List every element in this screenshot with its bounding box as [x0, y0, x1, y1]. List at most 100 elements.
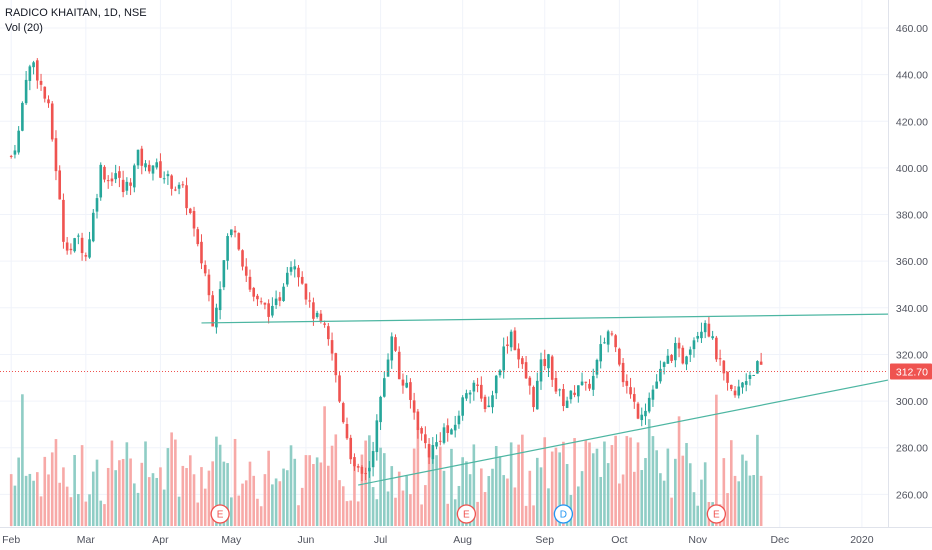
volume-bar	[401, 490, 405, 526]
volume-bar	[177, 496, 181, 526]
price-tick-label: 420.00	[896, 116, 928, 128]
volume-bar	[315, 457, 319, 526]
candle-body	[535, 380, 539, 410]
volume-bar	[629, 437, 632, 526]
volume-bar	[267, 450, 270, 526]
candle-body	[151, 165, 155, 174]
candle-body	[651, 389, 655, 400]
volume-bar	[297, 505, 300, 526]
candle-body	[200, 241, 203, 264]
marker-label: E	[713, 510, 720, 521]
price-tick-label: 360.00	[896, 256, 928, 268]
volume-bar	[185, 468, 188, 526]
volume-bar	[562, 441, 565, 526]
volume-bar	[424, 485, 427, 526]
candle-body	[733, 390, 737, 396]
candle-body	[509, 331, 513, 348]
candle-body	[196, 229, 200, 245]
dividend-marker[interactable]: D	[553, 504, 574, 524]
candle-body	[155, 162, 159, 168]
volume-bar	[465, 461, 468, 526]
candle-body	[99, 164, 103, 198]
candle-body	[338, 375, 341, 402]
volume-bar	[618, 483, 621, 526]
volume-bar	[129, 458, 132, 526]
volume-bar	[591, 453, 595, 526]
candle-body	[304, 283, 308, 300]
candle-body	[457, 415, 461, 425]
candle-body	[308, 300, 311, 302]
candle-body	[666, 355, 670, 364]
volume-bar	[472, 444, 476, 526]
candle-body	[218, 289, 222, 311]
price-axis[interactable]: 460.00 440.00 420.00 400.00 380.00 360.00 340.…	[888, 0, 932, 527]
volume-bar	[345, 501, 349, 526]
volume-bar	[502, 475, 506, 526]
volume-bar	[715, 394, 718, 526]
candle-body	[390, 336, 394, 361]
candle-body	[356, 466, 360, 468]
candle-body	[248, 276, 252, 290]
earnings-marker[interactable]: E	[706, 504, 727, 524]
volume-indicator-label[interactable]: Vol (20)	[5, 22, 43, 34]
candle-body	[222, 260, 226, 288]
volume-bar	[162, 489, 166, 526]
volume-bar	[226, 463, 229, 526]
candle-body	[703, 323, 707, 333]
volume-bar	[748, 475, 752, 526]
candle-body	[121, 179, 125, 193]
candle-body	[58, 170, 62, 200]
candle-body	[162, 178, 166, 180]
candle-body	[550, 356, 554, 380]
candle-body	[170, 175, 173, 189]
candle-body	[420, 428, 423, 434]
candle-body	[554, 378, 558, 392]
volume-bar	[21, 394, 24, 526]
volume-bar	[259, 506, 263, 526]
volume-bar	[241, 483, 244, 526]
candle-body	[741, 382, 744, 388]
volume-bar	[144, 441, 147, 526]
candle-body	[647, 397, 651, 412]
volume-bar	[509, 442, 513, 526]
volume-bar	[733, 475, 737, 526]
candle-body	[394, 337, 397, 351]
volume-bar	[670, 497, 673, 526]
candle-body	[36, 60, 39, 81]
volume-bar	[133, 483, 136, 526]
candle-body	[487, 405, 491, 408]
candle-body	[468, 392, 472, 395]
earnings-marker[interactable]: E	[210, 504, 230, 524]
marker-circle	[553, 504, 574, 524]
candle-body	[80, 237, 84, 254]
volume-bar	[412, 448, 416, 526]
candle-body	[498, 370, 502, 376]
volume-bar	[43, 456, 47, 526]
candle-body	[382, 378, 386, 397]
candle-body	[50, 103, 54, 140]
candle-body	[573, 392, 576, 395]
price-tick-label: 440.00	[896, 70, 928, 82]
volume-bar	[319, 462, 323, 526]
volume-bar	[282, 468, 285, 526]
candle-body	[375, 420, 379, 453]
earnings-marker[interactable]: E	[456, 504, 477, 524]
candle-body	[472, 382, 476, 392]
candle-body	[442, 427, 446, 443]
volume-bar	[606, 463, 610, 526]
volume-bar	[166, 448, 170, 526]
candle-body	[386, 359, 390, 377]
volume-bar	[371, 487, 375, 526]
candle-body	[69, 248, 73, 251]
volume-bar	[513, 487, 517, 526]
volume-bar	[446, 503, 450, 526]
candle-body	[752, 374, 755, 376]
volume-bar	[394, 497, 397, 526]
candle-body	[692, 340, 696, 350]
volume-bar	[476, 501, 479, 526]
time-axis[interactable]: Feb Mar Apr May Jun Jul Aug Sep Oct Nov Dec 2020	[0, 527, 932, 547]
symbol-title[interactable]: RADICO KHAITAN, 1D, NSE	[5, 7, 147, 19]
